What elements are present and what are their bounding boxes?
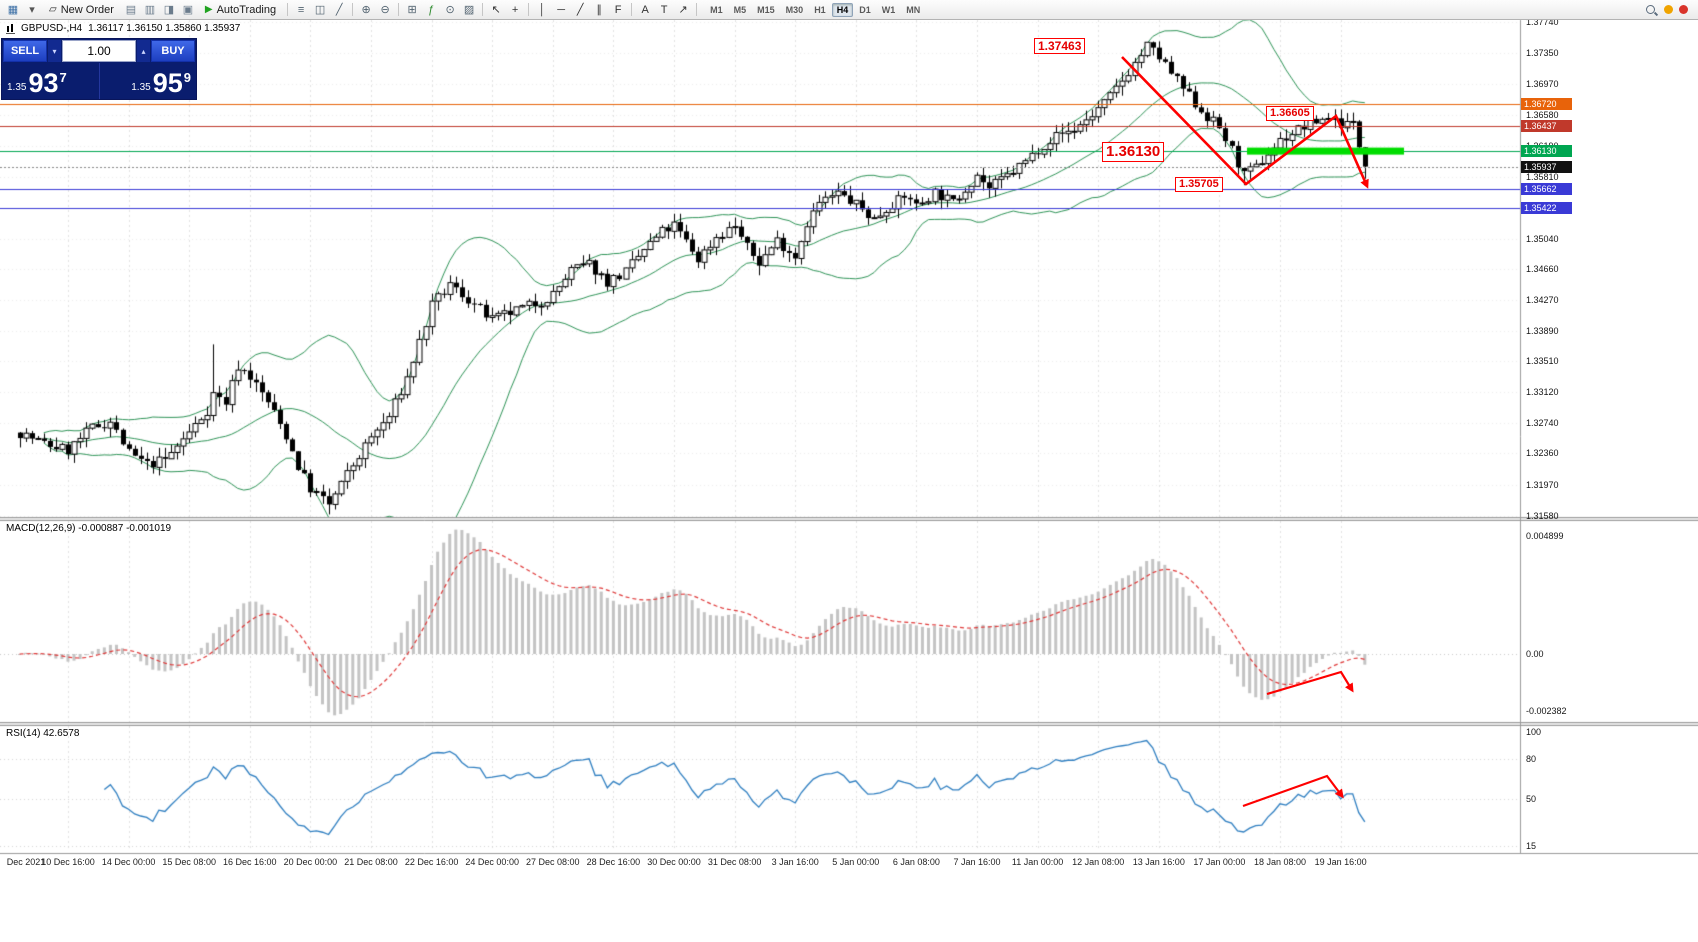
- crosshair-icon[interactable]: +: [511, 3, 519, 16]
- timeframe-h1[interactable]: H1: [814, 4, 826, 15]
- ohlc-values: 1.36117 1.36150 1.35860 1.35937: [88, 23, 241, 34]
- sell-price[interactable]: 1.35 93 7: [2, 63, 99, 99]
- timeframe-m5[interactable]: M5: [733, 4, 747, 15]
- text-icon[interactable]: A: [641, 3, 649, 16]
- autotrading-label: AutoTrading: [216, 3, 277, 16]
- tile-windows-icon[interactable]: ⊞: [407, 4, 417, 16]
- volume-increase-button[interactable]: ▴: [137, 40, 150, 62]
- rsi-label: RSI(14) 42.6578: [6, 728, 80, 739]
- autotrading-button[interactable]: ▶ AutoTrading: [198, 2, 283, 18]
- new-chart-icon[interactable]: ▦: [7, 4, 19, 16]
- one-click-trading-panel: SELL ▾ ▴ BUY 1.35 93 7 1.35 95 9: [1, 38, 197, 100]
- symbol-ohlc-bar: GBPUSD-,H4 1.36117 1.36150 1.35860 1.359…: [6, 23, 240, 34]
- timeframe-m15[interactable]: M15: [757, 4, 775, 15]
- zoom-in-icon[interactable]: ⊕: [361, 4, 371, 16]
- timeframe-d1[interactable]: D1: [859, 4, 871, 15]
- bar-chart-icon[interactable]: ≡: [297, 3, 305, 16]
- mini-chart-icon: [6, 23, 15, 34]
- alerts-icon[interactable]: [1679, 5, 1688, 14]
- horizontal-line-icon[interactable]: ─: [557, 3, 566, 16]
- timeframe-m1[interactable]: M1: [710, 4, 723, 15]
- terminal-icon[interactable]: ▣: [182, 4, 194, 16]
- price-divider: [98, 63, 100, 99]
- market-watch-icon[interactable]: ▥: [144, 4, 156, 16]
- price-annotation-box[interactable]: 1.36605: [1266, 106, 1314, 122]
- sell-price-prefix: 1.35: [7, 82, 27, 93]
- buy-price-prefix: 1.35: [131, 82, 151, 93]
- line-chart-icon[interactable]: ╱: [335, 4, 343, 16]
- new-order-icon: ▱: [49, 4, 57, 15]
- timeframe-m30[interactable]: M30: [785, 4, 804, 15]
- toolbar-separator: [352, 3, 354, 16]
- templates-icon[interactable]: ▨: [463, 4, 475, 16]
- navigator-icon[interactable]: ◨: [163, 4, 175, 16]
- search-icon[interactable]: [1644, 3, 1658, 17]
- fibonacci-icon[interactable]: F: [614, 3, 622, 16]
- macd-label: MACD(12,26,9) -0.000887 -0.001019: [6, 523, 172, 534]
- cursor-icon[interactable]: ↖: [491, 4, 501, 16]
- autotrading-play-icon: ▶: [204, 4, 213, 15]
- buy-button[interactable]: BUY: [151, 40, 195, 62]
- community-icon[interactable]: [1664, 5, 1673, 14]
- symbol-label: GBPUSD-,H4: [21, 23, 83, 34]
- toolbar-separator: [398, 3, 400, 16]
- candlestick-chart-icon[interactable]: ◫: [314, 4, 326, 16]
- timeframe-mn[interactable]: MN: [906, 4, 921, 15]
- price-annotation-box[interactable]: 1.37463: [1034, 38, 1086, 55]
- sell-price-sup: 7: [59, 70, 67, 85]
- sell-price-big: 93: [28, 68, 59, 99]
- vertical-line-icon[interactable]: │: [538, 3, 546, 16]
- volume-decrease-button[interactable]: ▾: [48, 40, 61, 62]
- price-annotation-box[interactable]: 1.35705: [1175, 177, 1223, 193]
- toolbar-separator: [287, 3, 289, 16]
- indicators-icon[interactable]: ƒ: [428, 3, 435, 16]
- timeframe-w1[interactable]: W1: [881, 4, 896, 15]
- new-order-button[interactable]: ▱ New Order: [42, 2, 121, 18]
- sell-button[interactable]: SELL: [3, 40, 47, 62]
- trendline-icon[interactable]: ╱: [576, 4, 584, 16]
- buy-price[interactable]: 1.35 95 9: [100, 63, 197, 99]
- label-icon[interactable]: T: [660, 3, 668, 16]
- main-toolbar: ▦ ▾ ▱ New Order ▤ ▥ ◨ ▣ ▶ AutoTrading ≡ ◫ ╱ ⊕ ⊖ ⊞…: [0, 0, 1698, 20]
- toolbar-separator: [482, 3, 484, 16]
- new-chart-caret-icon[interactable]: ▾: [29, 4, 35, 16]
- channel-icon[interactable]: ∥: [596, 4, 602, 16]
- buy-price-big: 95: [152, 68, 183, 99]
- timeframe-h4[interactable]: H4: [831, 2, 854, 17]
- zoom-out-icon[interactable]: ⊖: [380, 4, 390, 16]
- arrows-tool-icon[interactable]: ↗: [678, 4, 688, 16]
- periods-icon[interactable]: ⊙: [445, 4, 455, 16]
- volume-input[interactable]: [62, 40, 136, 62]
- toolbar-separator: [631, 3, 633, 16]
- toolbar-separator: [696, 3, 698, 16]
- timeframe-toolbar: M1 M5 M15 M30 H1 H4 D1 W1 MN: [705, 2, 925, 17]
- profiles-icon[interactable]: ▤: [125, 4, 137, 16]
- toolbar-separator: [528, 3, 530, 16]
- price-annotation-box[interactable]: 1.36130: [1102, 142, 1165, 162]
- new-order-label: New Order: [60, 3, 114, 16]
- buy-price-sup: 9: [183, 70, 191, 85]
